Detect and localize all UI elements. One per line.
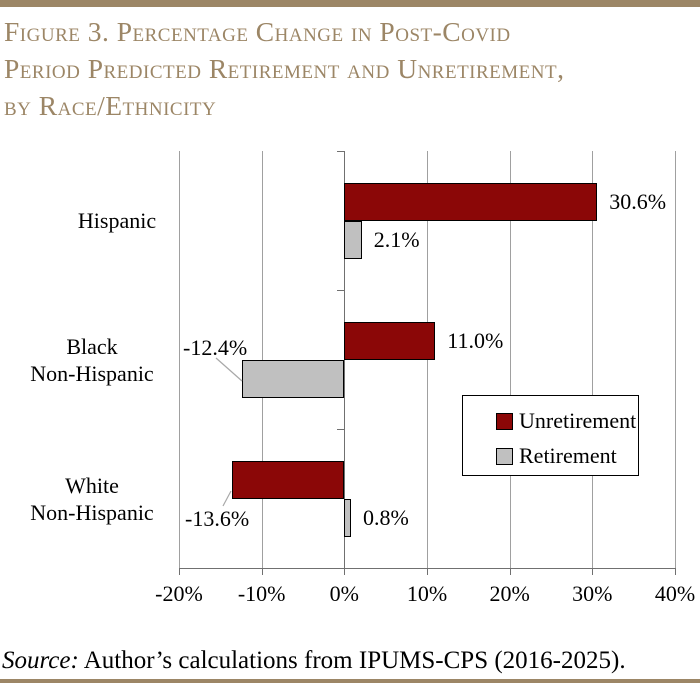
x-axis-tick: [344, 568, 346, 575]
legend: Unretirement Retirement: [462, 395, 639, 476]
x-axis-tick: [427, 568, 428, 575]
unretirement-bar: [231, 460, 345, 499]
x-axis-tick: [675, 568, 676, 575]
x-axis-tick: [592, 568, 594, 575]
gridline: [427, 151, 428, 568]
legend-label: Unretirement: [519, 408, 637, 433]
retirement-bar: [344, 498, 351, 537]
x-axis-tick: [261, 568, 263, 575]
x-axis-tick-label: 40%: [654, 581, 696, 606]
label-leader-line: [222, 490, 232, 507]
x-axis-tick: [179, 568, 180, 575]
legend-swatch-unretirement: [496, 412, 513, 430]
x-axis-tick-label: 30%: [572, 581, 613, 606]
x-axis-tick-label: -10%: [237, 581, 286, 606]
bottom-rule: [0, 679, 700, 683]
category-axis-tick: [337, 429, 345, 430]
x-axis-tick-label: 20%: [489, 581, 530, 606]
category-label: Black Non-Hispanic: [30, 333, 154, 386]
data-label: 11.0%: [447, 327, 504, 353]
legend-item: Retirement: [496, 444, 617, 468]
label-leader-line: [215, 357, 243, 382]
gridline: [675, 151, 676, 568]
gridline: [179, 151, 180, 568]
gridline: [592, 151, 594, 568]
category-label: White Non-Hispanic: [30, 472, 154, 525]
gridline: [509, 151, 511, 568]
unretirement-bar: [344, 321, 436, 360]
source-text: Author’s calculations from IPUMS-CPS (20…: [78, 647, 626, 674]
source-label: Source:: [2, 647, 79, 674]
x-axis-tick-label: -20%: [155, 581, 203, 606]
data-label: 30.6%: [609, 188, 667, 214]
category-axis-tick: [337, 290, 345, 291]
data-label: -12.4%: [183, 335, 248, 360]
category-axis-line: [344, 151, 346, 569]
category-label: Hispanic: [77, 208, 157, 233]
source-note: Source: Author’s calculations from IPUMS…: [2, 645, 700, 676]
x-axis-tick: [509, 568, 511, 575]
top-rule: [0, 0, 700, 7]
legend-swatch-retirement: [496, 447, 513, 465]
data-label: 2.1%: [373, 226, 420, 252]
figure-title: Figure 3. Percentage Change in Post-Covi…: [4, 16, 565, 121]
legend-item: Unretirement: [496, 409, 636, 433]
x-axis-tick-label: 0%: [329, 581, 359, 606]
unretirement-bar: [344, 182, 598, 221]
data-label: 0.8%: [362, 504, 409, 530]
data-label: -13.6%: [185, 506, 250, 531]
x-axis-tick-label: 10%: [406, 581, 448, 606]
retirement-bar: [344, 220, 362, 259]
retirement-bar: [241, 359, 345, 398]
category-axis-tick: [337, 568, 345, 569]
x-axis-line: [179, 568, 676, 569]
category-axis-tick: [337, 151, 345, 152]
legend-label: Retirement: [519, 443, 617, 468]
